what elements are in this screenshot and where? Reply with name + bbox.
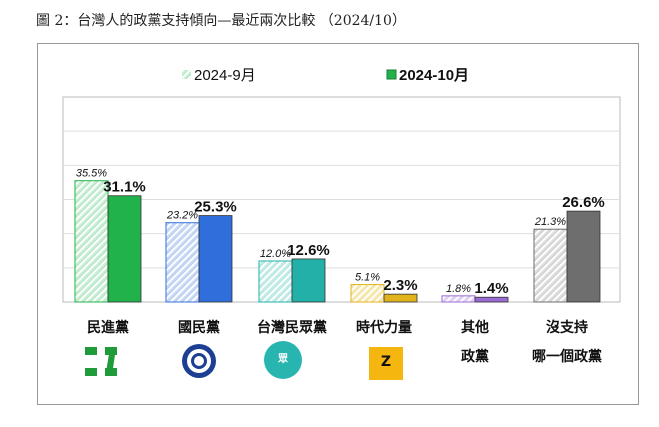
- bar-sep-1: [165, 222, 200, 303]
- data-label: 25.3%: [194, 199, 237, 216]
- bar-oct-3: [383, 293, 418, 303]
- data-label: 12.6%: [287, 242, 330, 259]
- data-label: 12.0%: [260, 248, 291, 260]
- chart-frame: [37, 43, 639, 405]
- category-label: 哪一個政黨: [532, 348, 602, 365]
- data-label: 23.2%: [166, 210, 198, 222]
- legend-label-0: 2024-9月: [194, 67, 256, 84]
- category-label: 民進黨: [87, 319, 129, 336]
- legend-swatch-1: [386, 69, 397, 80]
- bar-oct-2: [291, 258, 326, 303]
- npp-logo-icon: Z: [369, 347, 403, 380]
- data-label: 31.1%: [103, 179, 146, 196]
- legend-swatch-0: [182, 70, 191, 79]
- figure-title: 圖 2：台灣人的政黨支持傾向—最近兩次比較 （2024/10）: [36, 13, 406, 29]
- data-label: 2.3%: [383, 277, 417, 294]
- bar-oct-4: [474, 296, 509, 303]
- data-label: 35.5%: [76, 168, 107, 180]
- bar-oct-0: [107, 195, 142, 303]
- bar-oct-5: [566, 210, 601, 303]
- svg-text:Z: Z: [381, 354, 391, 370]
- dpp-logo-icon: [85, 347, 117, 376]
- tpp-logo-icon: 眾: [264, 341, 302, 379]
- bar-sep-0: [74, 180, 109, 303]
- category-label: 沒支持: [546, 319, 588, 336]
- category-label: 其他: [461, 319, 489, 336]
- svg-text:眾: 眾: [277, 353, 288, 365]
- kmt-logo-icon: [182, 344, 216, 378]
- legend-label-1: 2024-10月: [399, 67, 469, 84]
- bar-sep-5: [533, 228, 568, 303]
- category-label: 國民黨: [178, 319, 220, 336]
- category-label: 台灣民眾黨: [257, 319, 327, 336]
- data-label: 21.3%: [534, 216, 566, 228]
- bar-sep-2: [258, 260, 293, 303]
- bar-sep-4: [441, 295, 476, 303]
- data-label: 5.1%: [355, 272, 380, 284]
- bar-sep-3: [350, 284, 385, 303]
- category-label: 政黨: [461, 348, 489, 365]
- data-label: 1.4%: [474, 280, 508, 297]
- bar-oct-1: [198, 215, 233, 303]
- category-label: 時代力量: [356, 319, 412, 336]
- data-label: 1.8%: [446, 283, 471, 295]
- data-label: 26.6%: [562, 194, 605, 211]
